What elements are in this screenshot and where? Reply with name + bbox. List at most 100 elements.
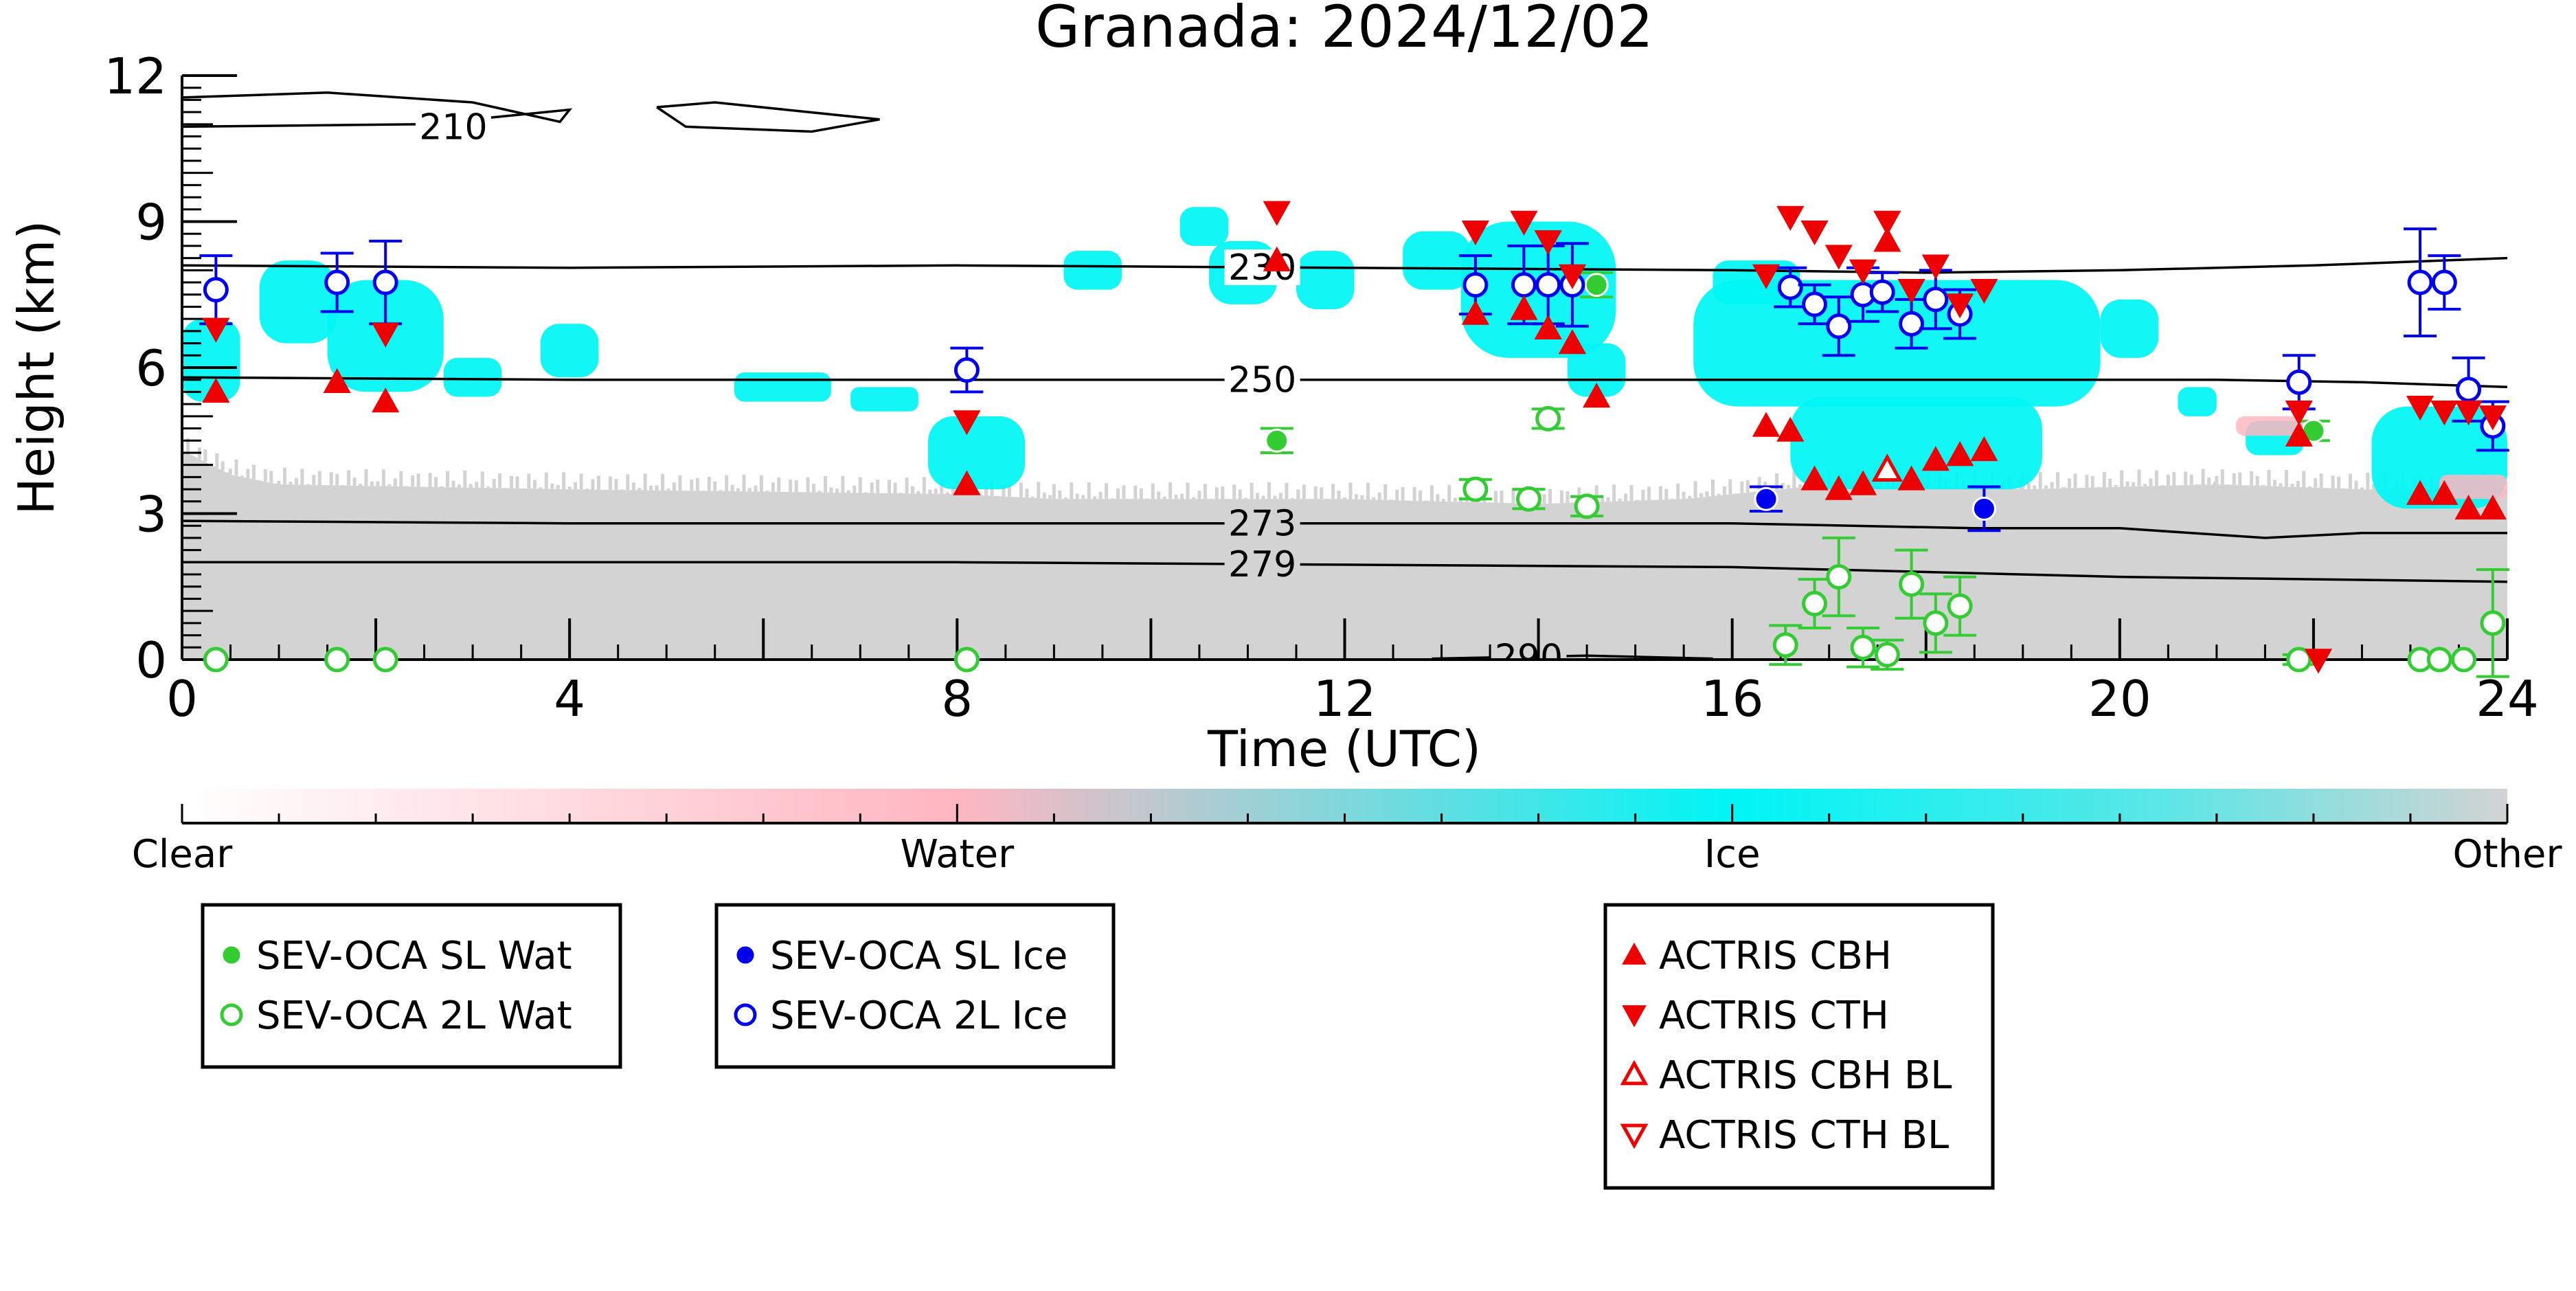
colorbar-label-clear: Clear	[132, 832, 233, 877]
sev-oca-2l-wat-point	[2480, 610, 2506, 636]
sev-oca-2l-wat-point	[324, 647, 350, 673]
contour-label-210: 210	[419, 106, 487, 148]
legend-frame	[1603, 903, 1995, 1190]
contour-label-279: 279	[1228, 544, 1296, 585]
actris-cbh-point	[1849, 470, 1877, 495]
y-axis-label: Height (km)	[8, 221, 65, 515]
actris-cth-point	[1776, 205, 1805, 231]
sev-oca-sl-wat-point	[1584, 273, 1609, 298]
x-tick-label: 20	[2088, 670, 2151, 728]
sev-oca-2l-wat-point	[1899, 571, 1925, 597]
sev-oca-2l-ice-point	[324, 269, 350, 295]
water-phase-region	[2439, 474, 2507, 499]
x-tick-label: 16	[1701, 670, 1764, 728]
actris-cbh-point	[1510, 295, 1538, 320]
ice-phase-region	[443, 357, 502, 397]
actris-cth-point	[1849, 259, 1877, 284]
actris-cth-point	[1873, 210, 1901, 236]
actris-cth-point	[1752, 264, 1781, 289]
ice-phase-region	[182, 319, 240, 402]
ice-phase-region	[259, 260, 337, 344]
contour-label-bg	[1224, 505, 1300, 541]
sev-oca-2l-ice-point	[1462, 272, 1489, 298]
x-axis-label: Time (UTC)	[1207, 720, 1481, 778]
temperature-contour	[182, 256, 2507, 274]
actris-cth-point	[2478, 405, 2507, 431]
actris-cth-point	[372, 322, 400, 348]
contour-label-250: 250	[1228, 360, 1296, 401]
actris-cth-point	[953, 410, 981, 436]
sev-oca-sl-ice-point	[1754, 486, 1778, 511]
water-phase-region	[2236, 416, 2304, 436]
phase-colorbar: Clear Water Ice Other	[132, 789, 2562, 877]
actris-cth-point	[1510, 210, 1538, 236]
colorbar-label-ice: Ice	[1704, 832, 1761, 877]
temperature-contour	[182, 376, 2507, 389]
ice-phase-region	[1403, 231, 1471, 290]
sev-oca-2l-ice-point	[1777, 274, 1803, 300]
actris-cth-point	[1534, 230, 1562, 256]
legend-box-2: SEV-OCA SL Ice SEV-OCA 2L Ice	[714, 903, 1116, 1069]
sev-oca-2l-ice-point	[2431, 269, 2457, 295]
actris-cbh-point	[1824, 475, 1853, 500]
actris-cth-point	[1897, 278, 1925, 304]
contour-label-290: 290	[1495, 637, 1563, 678]
sev-oca-2l-wat-point	[2451, 647, 2477, 673]
legend-box-3: ACTRIS CBH ACTRIS CTH ACTRIS CBH BL ACTRIS …	[1603, 903, 1995, 1190]
actris-cbh-point	[1461, 300, 1490, 325]
sev-oca-2l-ice-point	[1923, 287, 1949, 313]
ice-phase-region	[1296, 251, 1355, 309]
legend-marker	[1620, 1123, 1649, 1149]
legend-marker	[221, 944, 242, 966]
sev-oca-2l-ice-point	[372, 269, 398, 295]
ice-phase-region	[540, 324, 599, 378]
chart-title: Granada: 2024/12/02	[1035, 0, 1653, 60]
y-tick-label: 3	[135, 486, 167, 543]
legend-label: SEV-OCA SL Ice	[770, 934, 1067, 978]
legend-marker	[1622, 942, 1647, 965]
x-tick-label: 4	[554, 670, 585, 728]
sev-oca-2l-wat-point	[1535, 405, 1561, 431]
actris-cth-point	[2454, 401, 2483, 426]
actris-cbh-point	[1800, 465, 1829, 491]
actris-cbh-point	[1970, 436, 1998, 462]
sev-oca-2l-wat-point	[953, 647, 980, 673]
actris-cbh-point	[1921, 446, 1950, 471]
y-tick-label: 6	[135, 339, 167, 397]
x-tick-label: 0	[166, 670, 198, 728]
legend-frame	[201, 903, 622, 1069]
legend-marker	[734, 944, 756, 966]
actris-cth-point	[1461, 220, 1490, 246]
ice-phase-region	[1179, 207, 1229, 246]
ice-phase-region	[1063, 251, 1122, 290]
sev-oca-2l-ice-point	[1869, 279, 1895, 305]
temperature-contour	[656, 101, 880, 133]
actris-cth-point	[1824, 245, 1853, 270]
actris-cbh-point	[1873, 227, 1901, 252]
legend-frame	[714, 903, 1116, 1069]
sev-oca-2l-wat-point	[1850, 634, 1876, 660]
sev-oca-2l-wat-point	[1574, 493, 1600, 519]
actris-cbh-point	[953, 470, 981, 495]
sev-oca-2l-ice-point	[1826, 313, 1852, 339]
y-tick-label: 12	[104, 47, 167, 105]
temperature-contour	[182, 561, 2507, 583]
sev-oca-2l-wat-point	[1923, 610, 1949, 636]
actris-cbh-point	[1752, 412, 1781, 437]
ice-phase-region	[2100, 299, 2159, 358]
legend-label: SEV-OCA SL Wat	[256, 934, 572, 978]
legend-label: SEV-OCA 2L Wat	[256, 993, 572, 1038]
actris-cbh-point	[1534, 314, 1562, 340]
sev-oca-2l-ice-point	[953, 357, 980, 383]
sev-oca-2l-wat-point	[203, 647, 229, 673]
x-tick-label: 8	[941, 670, 973, 728]
actris-cbh-point	[202, 377, 230, 403]
actris-cbh-point	[372, 388, 400, 413]
ice-phase-region	[1567, 343, 1626, 397]
legend-label: ACTRIS CTH BL	[1659, 1113, 1949, 1158]
sev-oca-2l-wat-point	[2426, 647, 2452, 673]
sev-oca-2l-wat-point	[1826, 564, 1852, 590]
sev-oca-2l-wat-point	[1802, 591, 1828, 617]
actris-cbh-point	[2430, 480, 2459, 505]
